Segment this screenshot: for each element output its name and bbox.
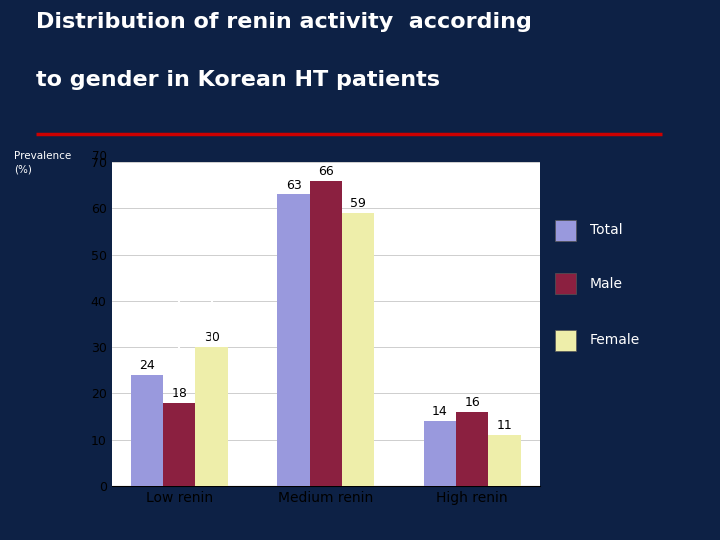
Text: (%): (%) (14, 165, 32, 175)
FancyBboxPatch shape (555, 329, 576, 351)
Text: 11: 11 (497, 419, 513, 433)
Text: Distribution of renin activity  according: Distribution of renin activity according (36, 12, 532, 32)
Bar (424, 421, 456, 486)
FancyBboxPatch shape (555, 219, 576, 240)
Text: 30: 30 (204, 332, 220, 345)
Text: P= 0.006: P= 0.006 (166, 267, 225, 280)
Text: 59: 59 (350, 197, 366, 210)
Text: 63: 63 (286, 179, 302, 192)
Text: 14: 14 (432, 406, 448, 419)
Text: 24: 24 (139, 359, 155, 372)
Bar (310, 180, 342, 486)
Text: Prevalence: Prevalence (14, 151, 72, 161)
Bar (163, 403, 196, 486)
Text: 16: 16 (464, 396, 480, 409)
Bar (196, 347, 228, 486)
Bar (456, 412, 488, 486)
Text: to gender in Korean HT patients: to gender in Korean HT patients (36, 70, 440, 90)
FancyBboxPatch shape (555, 273, 576, 294)
Bar (277, 194, 310, 486)
Text: 66: 66 (318, 165, 333, 178)
Text: 18: 18 (171, 387, 187, 400)
Bar (488, 435, 521, 486)
Bar (342, 213, 374, 486)
Text: Male: Male (590, 276, 623, 291)
Text: Total: Total (590, 223, 623, 237)
Bar (131, 375, 163, 486)
Text: Female: Female (590, 333, 640, 347)
Text: 70: 70 (91, 150, 107, 163)
